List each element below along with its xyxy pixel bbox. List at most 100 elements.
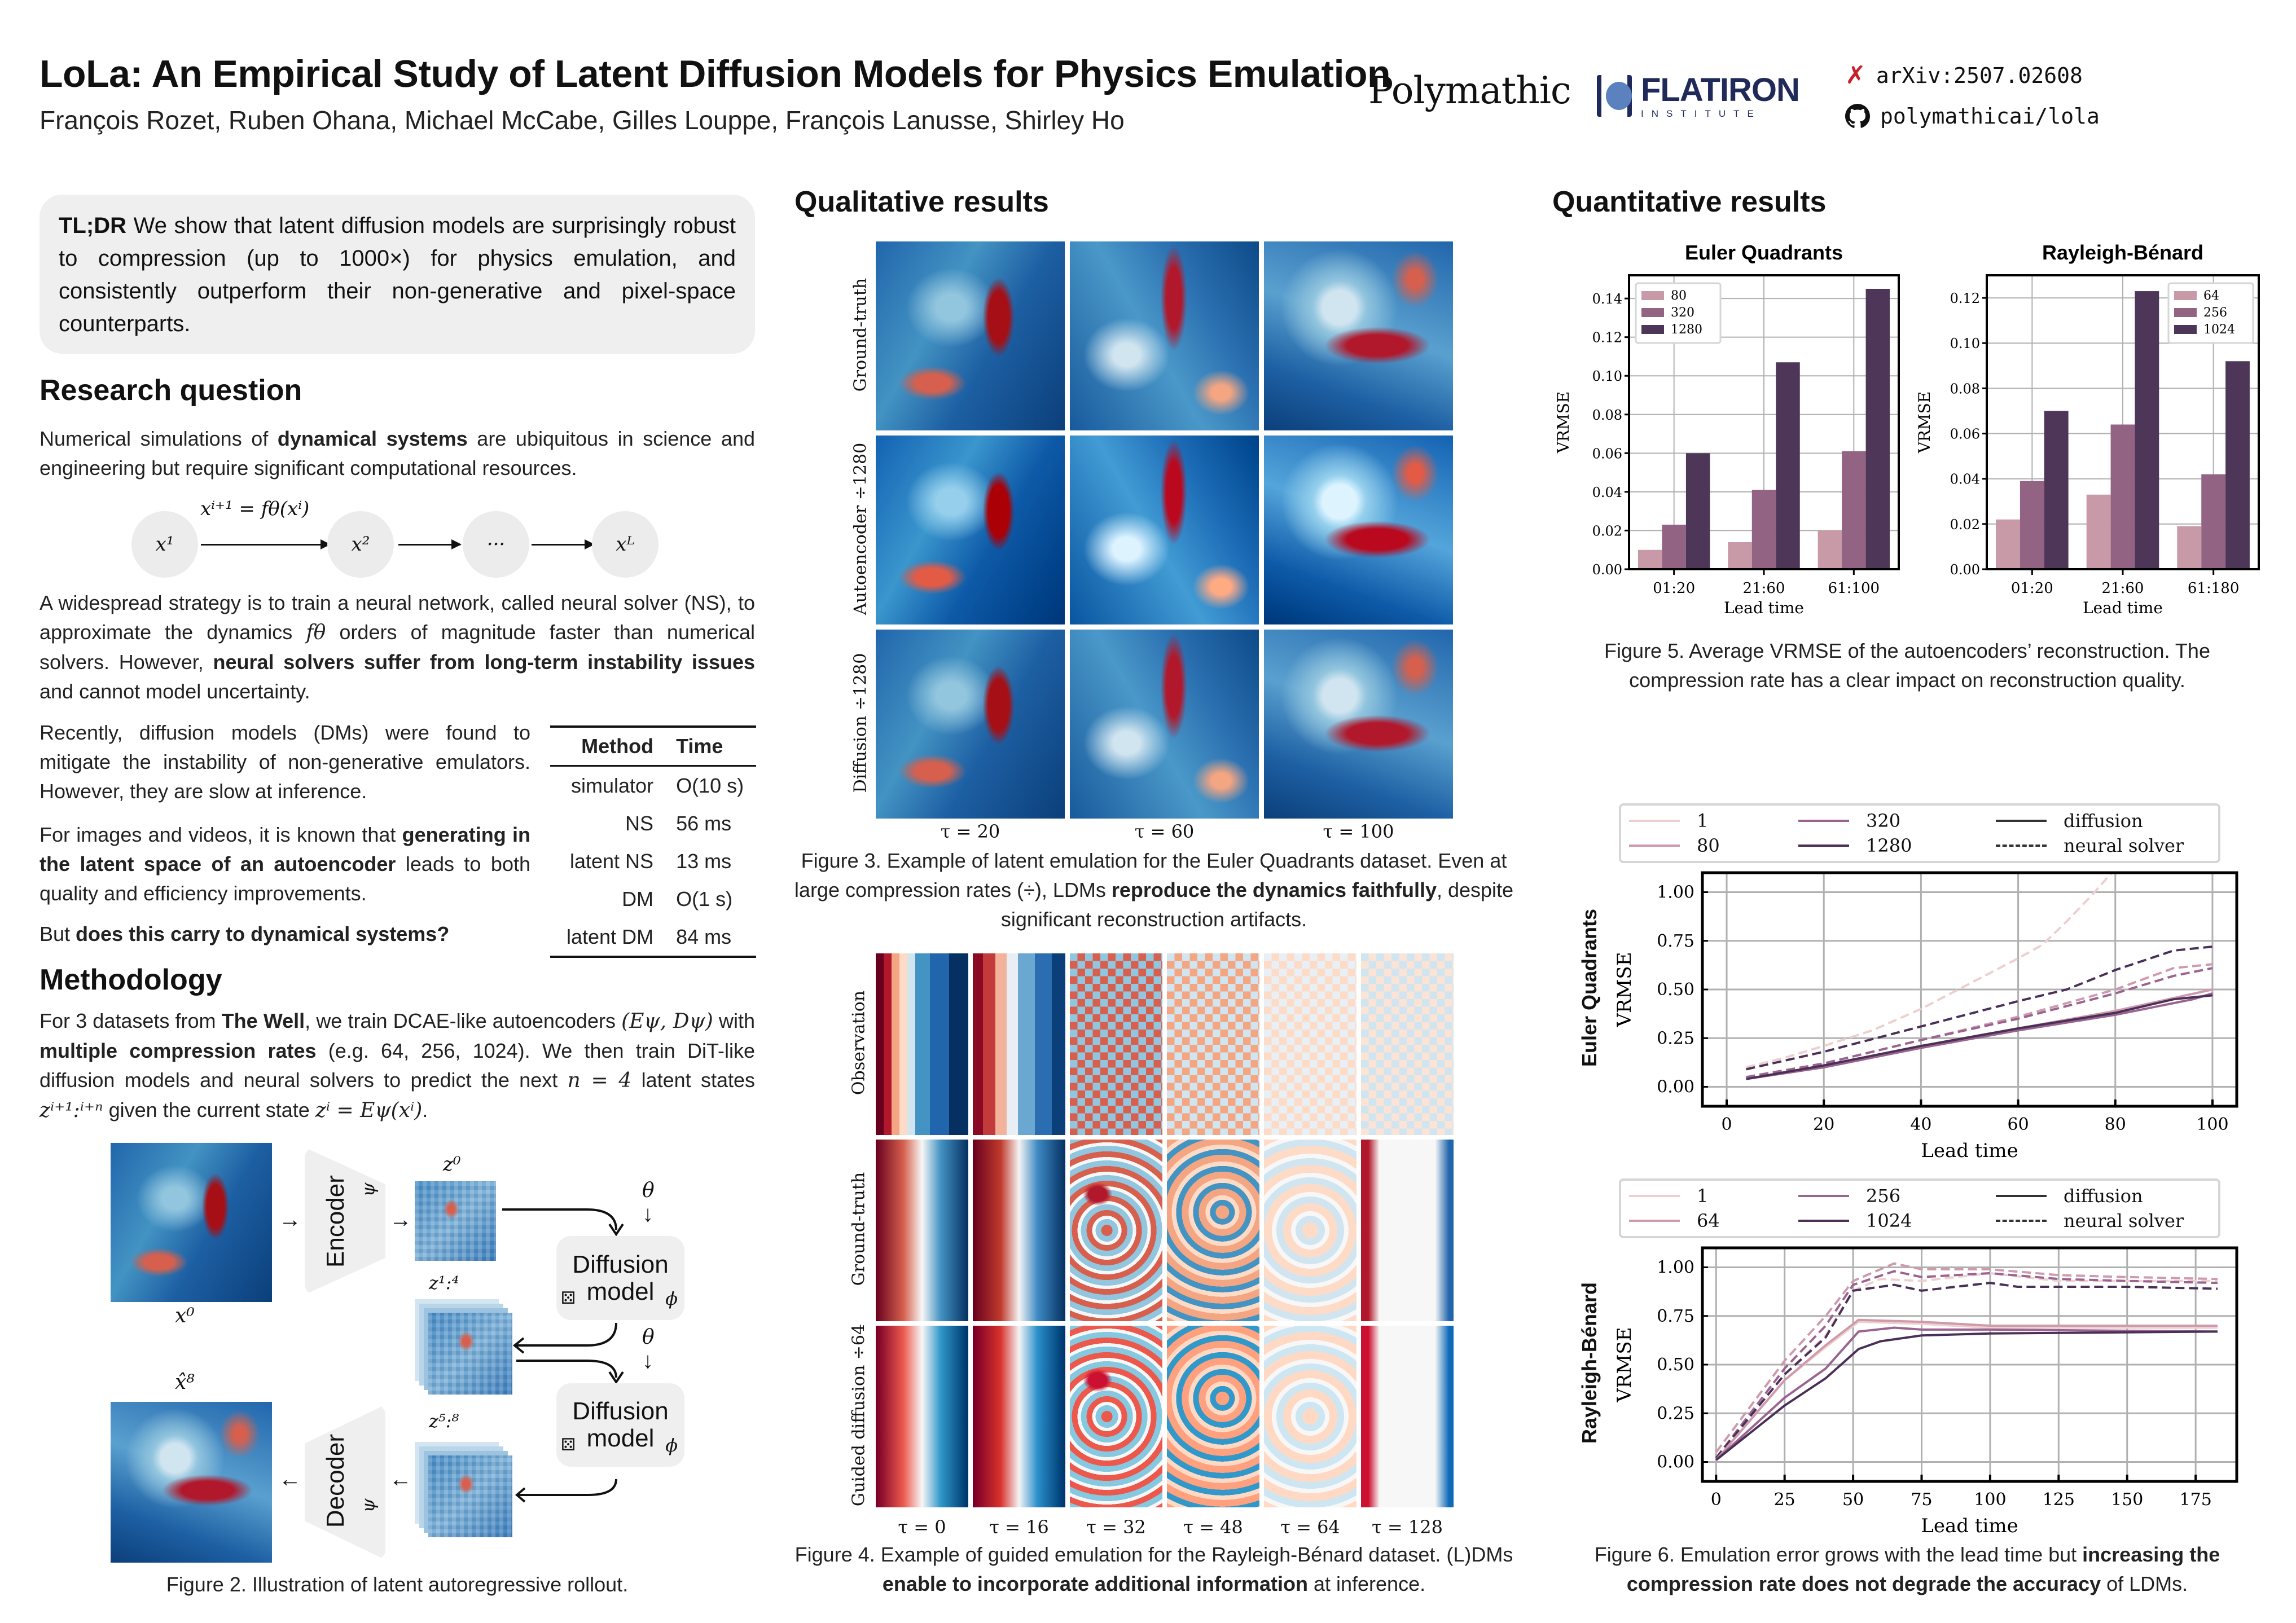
legend-label: 64 [2203, 289, 2219, 303]
flatiron-logo-sub: INSTITUTE [1641, 108, 1762, 119]
x-tick-label: 175 [2180, 1490, 2212, 1510]
latent-z1-4-stack [428, 1313, 512, 1395]
euler-field-image [1264, 241, 1453, 430]
theta-label: θ [642, 1179, 655, 1202]
diffusion-label-line1: Diffusion [572, 1397, 669, 1425]
z0-label: z⁰ [443, 1153, 461, 1176]
theta-label: θ [642, 1326, 655, 1349]
legend-line [1798, 1195, 1849, 1197]
time-label: τ = 64 [1280, 1516, 1340, 1538]
legend-label: 1280 [1866, 835, 1912, 856]
plot-frame [1701, 1246, 2238, 1483]
column-header: Time [668, 725, 756, 767]
table-cell: latent NS [569, 849, 654, 873]
bar-320 [1662, 525, 1686, 569]
bold-text: The Well [221, 1009, 305, 1032]
rayleigh-field-image [1167, 953, 1259, 1135]
phi-label: ϕ [665, 1288, 678, 1309]
rayleigh-field-image [876, 1140, 968, 1321]
github-link[interactable]: polymathicai/lola [1845, 104, 2100, 129]
legend-label: 256 [1866, 1185, 1901, 1207]
bar-64 [2086, 494, 2111, 569]
line-diffusion-64 [1715, 1318, 2218, 1461]
y-tick-label: 0.75 [1657, 1307, 1694, 1326]
bar-1024 [2044, 411, 2069, 569]
legend-swatch [1641, 291, 1664, 300]
euler-field-image [1070, 436, 1259, 624]
phi-label: ϕ [665, 1435, 678, 1456]
table-header-row: Method Time [550, 725, 756, 767]
z5-8-label: z⁵:⁸ [429, 1410, 459, 1432]
row-label: Autoencoder ÷1280 [850, 442, 871, 615]
euler-field-image [1264, 630, 1453, 819]
legend-label: 256 [2203, 306, 2227, 320]
y-tick-label: 0.00 [1950, 562, 1980, 578]
rayleigh-field-image [1361, 953, 1454, 1135]
arxiv-link[interactable]: ✗ arXiv:2507.02608 [1845, 61, 2083, 90]
table-cell: O(10 s) [676, 773, 744, 797]
qr-code[interactable] [2153, 39, 2269, 156]
row-label: Guided diffusion ÷64 [849, 1323, 869, 1507]
rayleigh-field-image [1361, 1140, 1454, 1321]
arrow-icon [398, 539, 462, 549]
poster-title: LoLa: An Empirical Study of Latent Diffu… [39, 52, 1391, 95]
state-node-x2: x² [327, 511, 394, 578]
legend-label: 1 [1697, 1185, 1709, 1207]
bar-80 [1638, 549, 1662, 569]
chart-title: Rayleigh-Bénard [2042, 241, 2203, 264]
bar-320 [1751, 490, 1776, 569]
series-group [1715, 1262, 2218, 1461]
y-tick-label: 0.10 [1592, 368, 1622, 384]
row-label: Ground-truth [849, 1172, 869, 1286]
x-tick-label: 21:60 [2102, 580, 2144, 597]
text-segment: Numerical simulations of [39, 427, 278, 450]
plot-frame [1701, 871, 2238, 1108]
text-segment: (e.g. 64, 256, 1024). We then train DiT-… [39, 1039, 755, 1092]
time-label: τ = 48 [1183, 1516, 1243, 1538]
methodology-paragraph: For 3 datasets from The Well, we train D… [39, 1006, 755, 1125]
arrow-right-icon: → [279, 1207, 301, 1232]
math-text: n = 4 [567, 1069, 632, 1092]
y-tick-label: 0.00 [1657, 1077, 1694, 1097]
flatiron-logo-dot [1606, 82, 1632, 110]
arrow-to-diffusion-1 [502, 1208, 617, 1230]
table-cell: NS [625, 811, 654, 835]
table-row: simulator O(10 s) [550, 766, 756, 805]
line-neural-solver-1024 [1715, 1282, 2218, 1459]
bold-text: neural solvers suffer from long-term ins… [213, 650, 755, 674]
rayleigh-field-image [1070, 1326, 1162, 1507]
author-list: François Rozet, Ruben Ohana, Michael McC… [39, 105, 1125, 135]
bold-text: increasing the compression rate does not… [1626, 1543, 2220, 1595]
rayleigh-field-image [876, 953, 968, 1135]
table-cell: DM [622, 887, 654, 911]
input-state-image [111, 1143, 272, 1302]
arrowhead-icon [515, 1487, 526, 1503]
rollout-arrows [502, 1208, 624, 1384]
time-label: τ = 0 [898, 1516, 946, 1538]
legend-swatch [2174, 325, 2197, 334]
arrowhead-icon [608, 1223, 624, 1237]
table-cell: 13 ms [676, 849, 732, 873]
euler-field-image [876, 241, 1065, 430]
x0-label: x⁰ [175, 1304, 195, 1327]
bar-1280 [1865, 288, 1890, 569]
legend-dashed-line [1996, 1220, 2047, 1222]
rayleigh-field-image [1264, 953, 1356, 1135]
text-segment: But [39, 922, 76, 945]
time-label: τ = 20 [940, 821, 1000, 842]
y-tick-label: 0.04 [1592, 485, 1622, 500]
flatiron-logo-name: FLATIRON [1641, 71, 1800, 108]
dice-icon: ⚄ [561, 1436, 576, 1454]
legend-label: 64 [1697, 1210, 1720, 1231]
table-cell: simulator [571, 773, 654, 797]
rayleigh-field-image [1070, 1140, 1162, 1321]
qualitative-results-heading: Qualitative results [794, 186, 1049, 218]
xhat8-label: x̂⁸ [175, 1371, 195, 1394]
decoded-state-image [111, 1402, 272, 1563]
arrow-left-icon: ← [279, 1467, 301, 1492]
rollout-arrow-bottom [515, 1479, 617, 1503]
y-tick-label: 0.08 [1950, 381, 1980, 397]
line-diffusion-320 [1746, 992, 2213, 1080]
arrowhead-icon [608, 1371, 624, 1384]
legend-line [1629, 1195, 1680, 1197]
